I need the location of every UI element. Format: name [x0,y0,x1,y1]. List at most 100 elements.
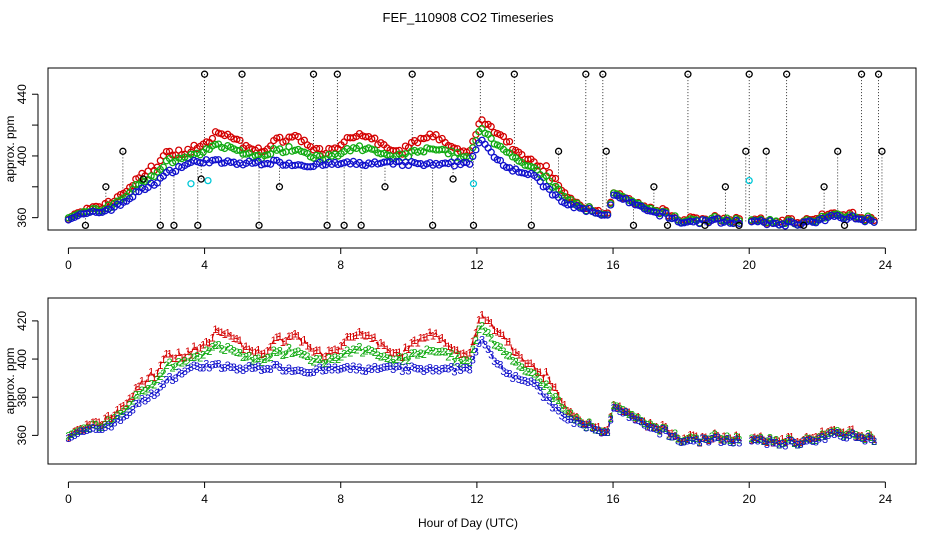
bottom-panel: 1111111111111111111111111111111111111111… [3,297,917,506]
series-3-marker: 3 [528,376,534,388]
series-2-marker: 2 [650,421,656,433]
series-1-marker: 1 [482,315,488,327]
series-2-marker: 2 [430,346,436,358]
series-1-marker: 1 [289,331,295,343]
series-1-marker: 1 [421,333,427,345]
series-1-marker: 1 [68,429,74,441]
flagged-point [721,183,730,191]
series-3-marker: 3 [240,365,246,377]
series-1-marker: 1 [332,344,338,356]
series-1-marker: 1 [840,427,846,439]
flagged-point [357,221,365,230]
series-1-marker: 1 [752,432,758,444]
series-1-marker: 1 [672,431,678,443]
series-3-point [649,208,658,216]
series-1-marker: 1 [90,417,96,429]
series-3-marker: 3 [252,363,258,375]
series-3-marker: 3 [540,392,546,404]
series-2-marker: 2 [718,434,724,446]
series-2-marker: 2 [703,433,709,445]
series-3-marker: 3 [194,361,200,373]
series-1-marker: 1 [770,437,776,449]
series-3-marker: 3 [510,373,516,385]
series-3-point [132,188,140,196]
series-3-marker: 3 [359,365,365,377]
series-1-marker: 1 [703,432,709,444]
series-2-point [368,145,376,153]
series-3-marker: 3 [638,416,644,428]
series-1-marker: 1 [350,332,356,344]
series-3-marker: 3 [749,436,755,448]
series-1-marker: 1 [546,375,552,387]
series-2-marker: 2 [868,432,874,444]
series-3-marker: 3 [314,364,320,376]
series-1-point [294,133,302,141]
series-3-point [539,183,547,191]
series-2-point [508,153,517,161]
flagged-point [857,70,866,78]
flagged-point [663,221,672,230]
series-1-marker: 1 [764,437,770,449]
series-2-marker: 2 [433,347,439,359]
series-2-marker: 2 [770,436,776,448]
series-3-marker: 3 [798,439,804,451]
series-2-marker: 2 [690,433,696,445]
series-3-marker: 3 [513,370,519,382]
series-3-marker: 3 [764,439,770,451]
bottom-plot-frame [47,297,917,465]
series-3-marker: 3 [433,363,439,375]
series-3-marker: 3 [614,403,620,415]
series-3-marker: 3 [647,422,653,434]
series-2-marker: 2 [804,433,810,445]
series-1-marker: 1 [412,335,418,347]
series-1-marker: 1 [225,327,231,339]
series-2-marker: 2 [767,433,773,445]
series-3-marker: 3 [522,376,528,388]
series-2-marker: 2 [571,414,577,426]
series-1-marker: 1 [856,430,862,442]
series-3-point [383,158,391,166]
series-1-marker: 1 [862,433,868,445]
series-3-point [717,219,725,227]
series-3-point [472,146,480,154]
series-3-marker: 3 [580,419,586,431]
series-3-marker: 3 [822,434,828,446]
series-2-marker: 2 [102,419,108,431]
series-1-marker: 1 [687,429,693,441]
series-2-marker: 2 [212,340,218,352]
series-3-marker: 3 [286,363,292,375]
series-3-marker: 3 [773,437,779,449]
series-3-marker: 3 [871,436,877,448]
series-1-marker: 1 [212,324,218,336]
series-2-marker: 2 [323,358,329,370]
series-2-marker: 2 [684,434,690,446]
series-1-marker: 1 [843,429,849,441]
series-2-marker: 2 [341,349,347,361]
series-3-point [607,201,615,209]
series-3-marker: 3 [850,428,856,440]
series-2-marker: 2 [736,434,742,446]
flagged-point [783,70,791,78]
top-x-tick-label: 8 [337,258,344,272]
series-2-marker: 2 [721,434,727,446]
series-1-marker: 1 [215,326,221,338]
series-2-marker: 2 [461,355,467,367]
series-2-marker: 2 [574,412,580,424]
series-2-point [554,185,563,193]
series-2-marker: 2 [840,430,846,442]
series-2-marker: 2 [408,348,414,360]
series-1-marker: 1 [363,330,369,342]
series-1-marker: 1 [442,338,448,350]
series-3-point [591,209,600,217]
series-1-marker: 1 [788,432,794,444]
series-2-marker: 2 [436,347,442,359]
series-3-marker: 3 [372,361,378,373]
series-2-marker: 2 [779,438,785,450]
series-2-marker: 2 [605,427,611,439]
series-2-marker: 2 [234,347,240,359]
series-2-marker: 2 [712,429,718,441]
series-3-marker: 3 [228,362,234,374]
series-2-marker: 2 [255,353,261,365]
series-2-marker: 2 [485,327,491,339]
bottom-x-tick-label: 0 [65,492,72,506]
